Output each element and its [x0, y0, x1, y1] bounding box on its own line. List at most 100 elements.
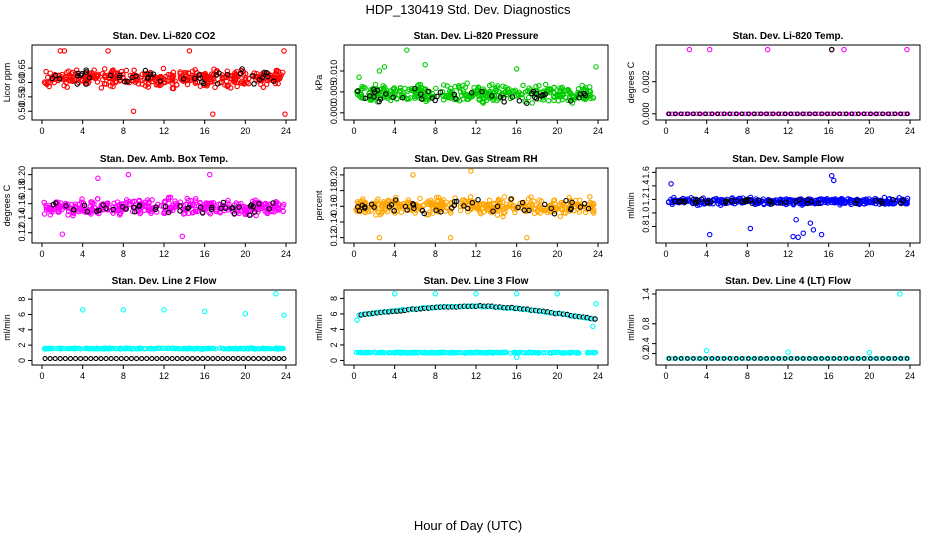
data-point-black [764, 356, 770, 361]
outlier-point [473, 291, 479, 297]
data-point [465, 208, 471, 215]
x-tick-label: 24 [593, 126, 603, 136]
data-point [476, 97, 482, 103]
data-point [433, 194, 440, 201]
y-tick-label: 0.18 [17, 180, 27, 198]
data-point-black [231, 210, 238, 217]
data-point [563, 88, 569, 94]
data-point-black [237, 70, 244, 77]
data-point [44, 74, 51, 81]
y-tick-label: 0.60 [17, 74, 27, 92]
data-point [228, 85, 234, 91]
data-point [714, 197, 720, 204]
data-point [139, 71, 145, 78]
data-point-black [74, 72, 81, 79]
data-point-black [107, 72, 114, 79]
data-point-black [433, 207, 439, 213]
outlier-point [354, 317, 360, 323]
data-point [263, 81, 270, 87]
data-point-black [855, 111, 861, 117]
data-point [443, 204, 449, 211]
y-tick-label: 8 [17, 297, 27, 302]
data-point-black [437, 89, 444, 95]
outlier-point [61, 48, 68, 54]
x-tick-label: 24 [593, 249, 603, 259]
data-point [389, 350, 395, 356]
outlier-point [376, 234, 383, 241]
data-point-black [872, 197, 879, 204]
outlier-point [391, 291, 398, 297]
data-point-black [271, 355, 277, 362]
y-tick-label: 0.8 [641, 318, 651, 331]
data-point [851, 197, 858, 204]
data-point [49, 209, 55, 215]
y-tick-label: 6 [329, 311, 339, 316]
data-point [356, 350, 362, 356]
data-point [547, 349, 553, 356]
data-point [409, 349, 415, 355]
data-point-black [800, 111, 806, 117]
y-tick-label: 4 [329, 327, 339, 332]
data-point-black [806, 111, 812, 117]
data-point [148, 346, 154, 352]
outlier-point [130, 108, 137, 115]
x-tick-label: 8 [745, 371, 750, 381]
data-point [455, 350, 461, 356]
data-point [514, 205, 520, 212]
plot-frame [655, 44, 921, 121]
data-point-black [727, 111, 733, 117]
data-point [422, 350, 428, 356]
data-point-black [81, 202, 88, 209]
outlier-point [866, 349, 873, 356]
data-point [375, 196, 381, 202]
data-point-black [874, 356, 879, 361]
data-point-black [419, 96, 425, 102]
data-point [51, 79, 57, 86]
outlier-point [807, 220, 814, 226]
data-point [438, 202, 444, 208]
data-point [393, 194, 399, 201]
data-point [886, 195, 893, 202]
x-tick-label: 20 [552, 249, 562, 259]
y-axis-label: kPa [314, 75, 324, 91]
data-point [45, 205, 52, 212]
data-point-black [704, 199, 710, 205]
x-tick-label: 20 [240, 249, 250, 259]
data-point-black [831, 356, 837, 361]
data-point [41, 199, 47, 206]
data-point-black [200, 355, 206, 362]
outlier-point [793, 216, 799, 223]
data-point [63, 200, 69, 207]
data-point-black [782, 111, 788, 117]
panel-title: Stan. Dev. Sample Flow [732, 154, 844, 165]
data-point [590, 208, 596, 215]
data-point [109, 68, 115, 74]
data-point-black [229, 205, 235, 211]
data-point-black [733, 356, 739, 361]
data-point [172, 198, 178, 204]
data-point-black [592, 316, 598, 322]
y-tick-label: 0.14 [17, 209, 27, 227]
data-point-black [264, 70, 270, 76]
data-point [137, 346, 143, 352]
data-point-black [758, 356, 763, 361]
data-point [237, 345, 243, 351]
data-point-black [94, 208, 100, 214]
data-point [243, 205, 249, 212]
chart-panel-6: Stan. Dev. Sample Flow ml/min 0 4 8 12 16 20 24 0… [626, 154, 921, 259]
x-tick-label: 16 [512, 126, 522, 136]
data-point [153, 209, 160, 215]
panel-title: Stan. Dev. Line 2 Flow [112, 276, 217, 287]
y-tick-label: 1.6 [641, 166, 651, 179]
data-point-black [67, 355, 74, 362]
data-point [153, 81, 160, 88]
data-point [98, 85, 105, 91]
data-point [501, 194, 508, 200]
data-point-black [672, 356, 678, 361]
y-tick-label: 0.20 [17, 166, 27, 184]
x-tick-label: 8 [433, 371, 438, 381]
data-point [529, 350, 535, 356]
chart-panel-3: Stan. Dev. Li-820 Temp. degrees C 0 4 8 12 16 2… [626, 31, 921, 136]
data-point-black [100, 202, 106, 208]
data-point-black [788, 111, 794, 117]
